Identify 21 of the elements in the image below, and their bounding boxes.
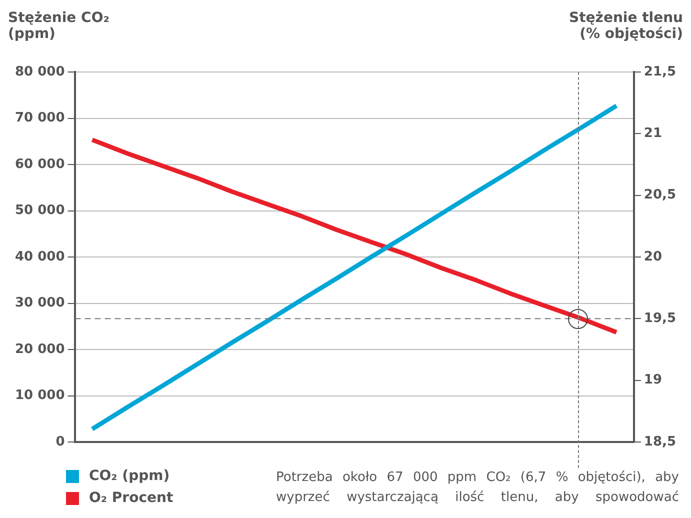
y-tick-label: 60 000 — [14, 156, 65, 172]
text: Potrzeba około 67 000 ppm CO₂ (6,7 % objętości), aby wyprzeć wystarczającą ilość tlenu, aby spowodować — [276, 469, 679, 507]
y2-tick-label: 21 — [644, 126, 662, 142]
y-tick-label: 40 000 — [14, 249, 65, 264]
y-tick-label: 30 000 — [14, 296, 65, 311]
y2-tick-label: 19,5 — [644, 311, 676, 326]
y2-tick-label: 18,5 — [644, 434, 676, 450]
y2-tick-label: 19 — [644, 372, 662, 388]
legend-label: O₂ Procent — [89, 490, 174, 506]
y-tick-label: 80 000 — [14, 64, 65, 80]
y2-tick-label: 20 — [644, 249, 662, 264]
y-tick-label: 70 000 — [14, 110, 65, 126]
y2-tick-label: 21,5 — [644, 64, 676, 80]
y-tick-label: 10 000 — [14, 388, 65, 404]
y-tick-label: 20 000 — [14, 342, 65, 357]
y2-tick-label: 20,5 — [644, 188, 676, 203]
legend-label: CO₂ (ppm) — [89, 468, 170, 484]
y-tick-label: 50 000 — [14, 203, 65, 218]
y-tick-label: 0 — [56, 434, 65, 450]
y-axis-title: Stężenie CO₂ (ppm) — [8, 10, 110, 44]
y2-axis-title: Stężenie tlenu (% objętości) — [568, 10, 683, 44]
